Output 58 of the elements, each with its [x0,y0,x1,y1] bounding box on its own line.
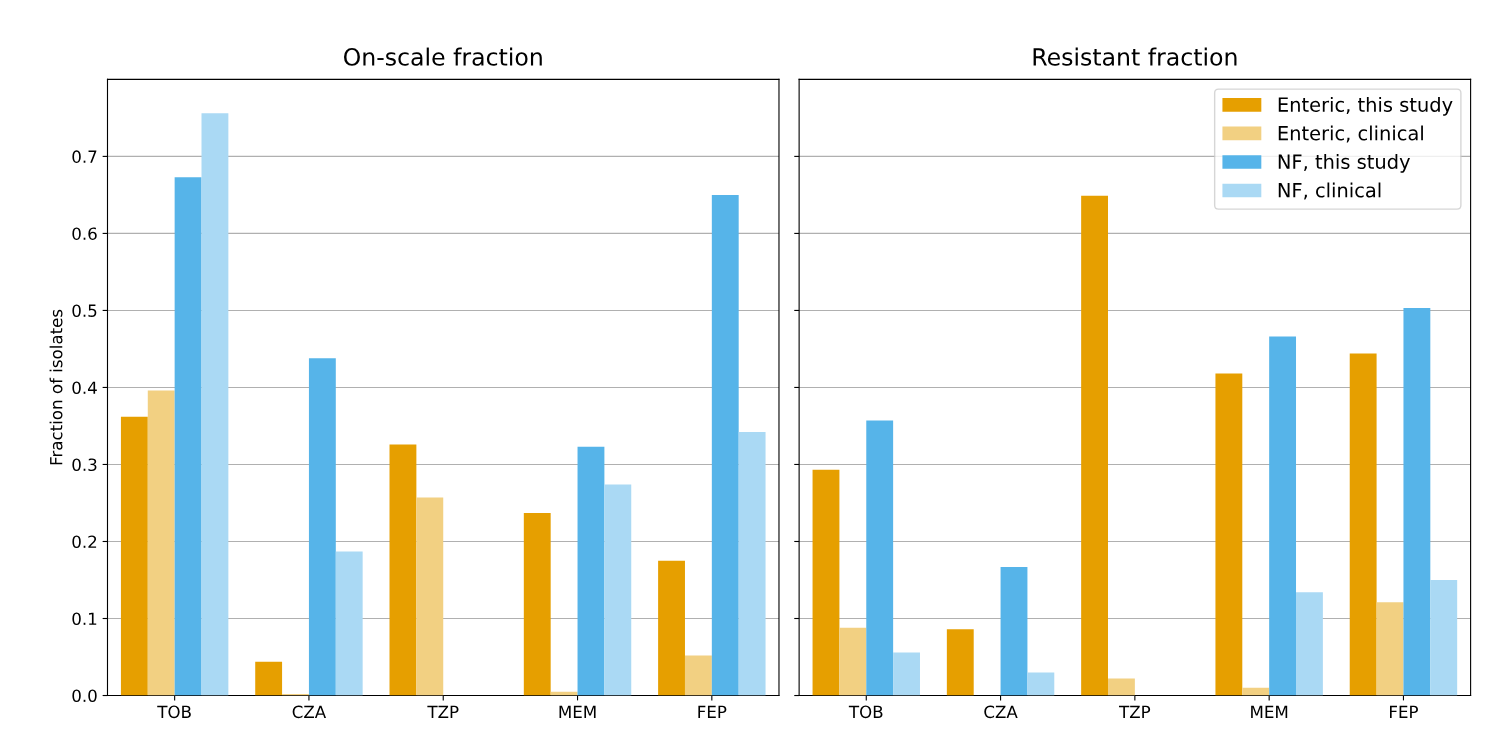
legend-label: NF, this study [1278,153,1410,173]
bar [577,446,605,696]
y-tick-label: 0.5 [72,304,97,317]
bar [389,444,417,696]
bar [839,627,867,696]
bar [658,560,685,696]
bar [1269,336,1297,696]
y-tick-label: 0.4 [72,381,97,395]
bar [308,358,336,696]
bar [147,390,175,696]
bar [738,432,766,696]
x-tick-label: FEP [1390,705,1418,718]
x-tick-label: MEM [1251,705,1288,718]
chart-title: On-scale fraction [344,47,542,66]
bar [1430,579,1458,696]
x-tick-label: TZP [427,705,459,718]
bar [1108,678,1135,696]
legend-label: NF, clinical [1278,182,1381,200]
x-tick-label: FEP [698,705,727,718]
bar [1242,687,1270,696]
x-tick-label: CZA [984,705,1018,719]
x-tick-label: TOB [157,705,191,719]
x-tick-label: MEM [559,705,596,718]
x-tick-label: TZP [1118,705,1151,718]
bar [604,484,632,696]
x-tick-label: CZA [292,705,327,719]
chart-title: Resistant fraction [1033,47,1237,66]
bar [416,497,444,696]
x-tick-label: TOB [848,705,883,719]
bar [1000,566,1028,696]
y-tick-label: 0.1 [72,612,97,626]
bar [1296,592,1323,696]
bar [335,551,363,696]
bar [255,661,283,696]
legend-label: Enteric, clinical [1278,125,1423,143]
bar [1376,602,1404,696]
y-tick-label: 0.3 [72,458,97,472]
bar [523,512,551,696]
bar [684,655,712,696]
y-tick-label: 0.0 [72,689,97,703]
bar [1403,308,1431,696]
bar [174,177,202,696]
bar [1349,353,1377,696]
bar [946,629,974,696]
bar [1027,672,1055,696]
bar [201,113,229,696]
bar [893,652,920,696]
bar [1081,195,1108,696]
bar [812,469,840,696]
bar [711,194,739,696]
y-tick-label: 0.7 [72,150,97,163]
bar [120,416,148,696]
bar [1215,373,1243,696]
y-tick-label: 0.6 [72,227,97,240]
legend-label: Enteric, this study [1278,96,1453,116]
y-tick-label: 0.2 [72,535,97,549]
bar [866,420,894,696]
y-axis-title: Fraction of isolates [49,309,63,465]
